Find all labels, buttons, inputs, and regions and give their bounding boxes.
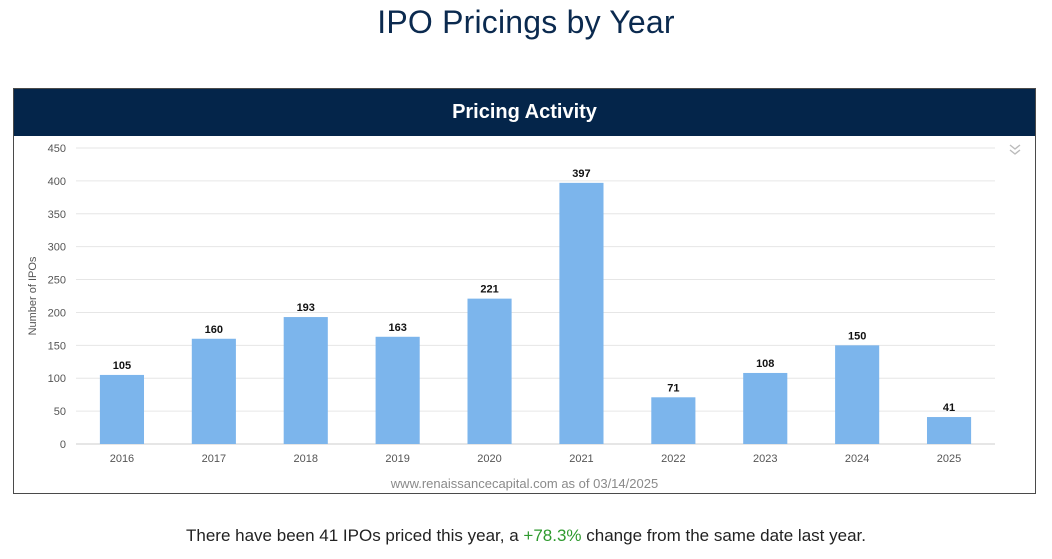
y-axis-title: Number of IPOs — [27, 256, 39, 335]
data-label: 221 — [480, 284, 498, 296]
y-tick-label: 200 — [48, 307, 66, 319]
data-label: 71 — [667, 382, 679, 394]
summary-text: There have been 41 IPOs priced this year… — [0, 526, 1052, 546]
data-label: 108 — [756, 358, 774, 370]
y-tick-label: 300 — [48, 242, 66, 254]
data-label: 41 — [943, 402, 955, 414]
bar — [191, 338, 236, 444]
chart-header: Pricing Activity — [14, 89, 1035, 136]
summary-suffix: change from the same date last year. — [581, 526, 866, 545]
bar — [283, 317, 328, 444]
bar — [651, 397, 696, 444]
summary-prefix: There have been 41 IPOs priced this year… — [186, 526, 524, 545]
y-tick-label: 400 — [48, 176, 66, 188]
source-note: www.renaissancecapital.com as of 03/14/2… — [390, 476, 659, 491]
data-label: 160 — [205, 324, 223, 336]
bar — [467, 298, 512, 444]
bar — [743, 372, 788, 444]
bar — [375, 336, 420, 444]
data-label: 193 — [297, 302, 315, 314]
bar — [559, 182, 604, 444]
x-tick-label: 2021 — [569, 453, 593, 465]
change-percent: +78.3% — [523, 526, 582, 545]
x-tick-label: 2022 — [661, 453, 685, 465]
data-label: 150 — [848, 330, 866, 342]
bar — [99, 374, 145, 444]
double-chevron-down-icon[interactable] — [1007, 143, 1023, 157]
x-tick-label: 2020 — [477, 453, 501, 465]
x-tick-label: 2016 — [110, 453, 134, 465]
y-tick-label: 0 — [60, 439, 66, 451]
bar — [926, 417, 972, 444]
x-tick-label: 2023 — [753, 453, 777, 465]
y-tick-label: 100 — [48, 373, 66, 385]
y-tick-label: 150 — [48, 340, 66, 352]
bar-chart: 0 50 100 150 200 250 300 350 400 450 Number of IPO… — [27, 143, 995, 465]
data-label: 163 — [388, 322, 406, 334]
chart-container: Pricing Activity 0 50 100 150 200 250 300 350 40… — [13, 88, 1036, 494]
x-tick-label: 2018 — [294, 453, 318, 465]
x-tick-label: 2019 — [385, 453, 409, 465]
x-tick-label: 2017 — [202, 453, 226, 465]
x-tick-label: 2024 — [845, 453, 869, 465]
y-tick-label: 50 — [54, 406, 66, 418]
x-tick-label: 2025 — [937, 453, 961, 465]
data-label: 105 — [113, 360, 131, 372]
y-tick-label: 350 — [48, 209, 66, 221]
data-label: 397 — [572, 168, 590, 180]
bar — [835, 345, 880, 444]
y-tick-label: 250 — [48, 275, 66, 287]
y-tick-label: 450 — [48, 143, 66, 155]
page-title: IPO Pricings by Year — [377, 4, 675, 40]
